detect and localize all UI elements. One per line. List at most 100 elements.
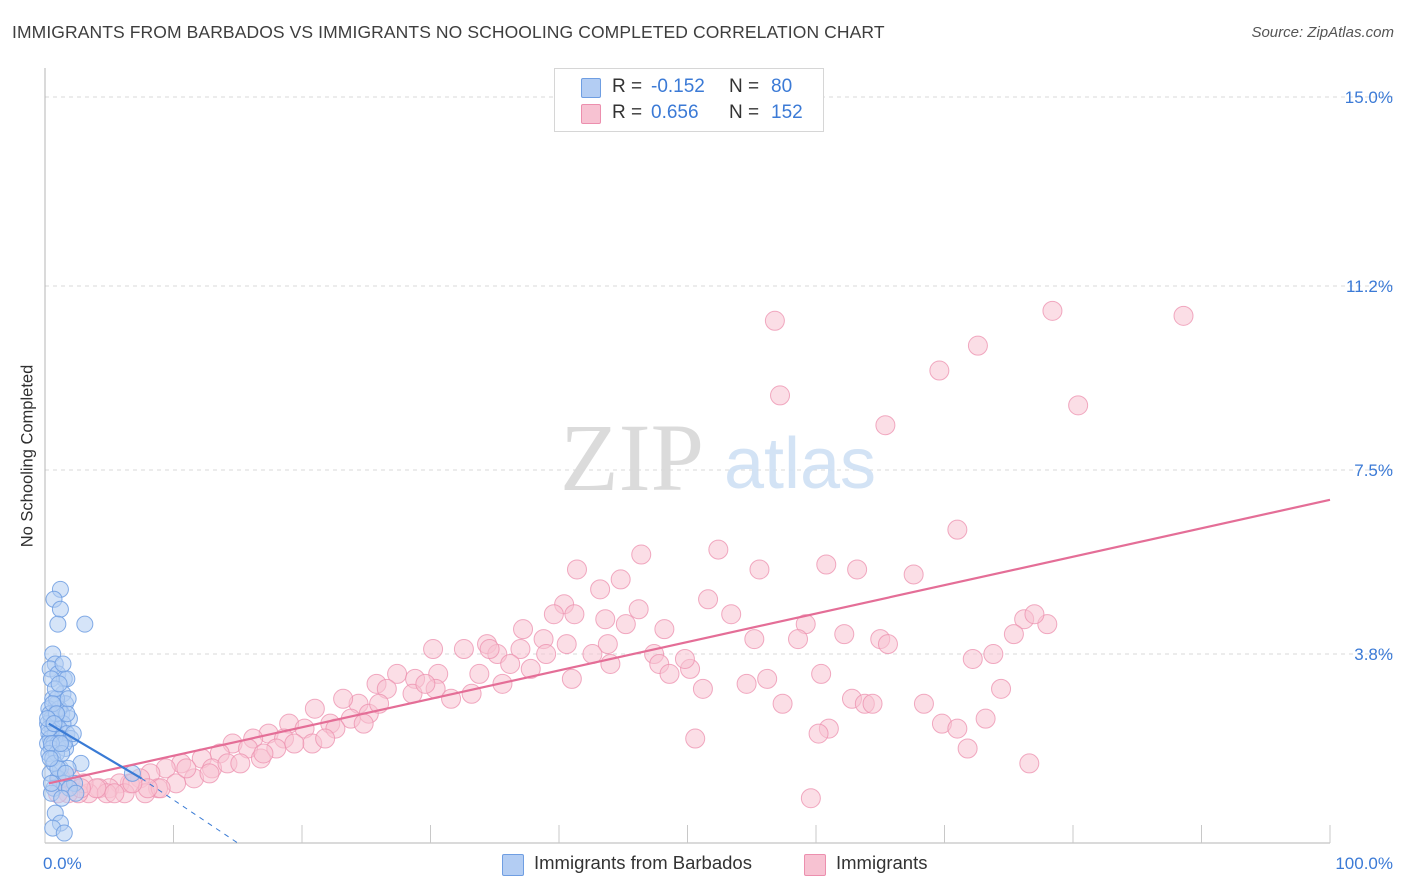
- blue-point: [49, 615, 67, 633]
- x-tick-label-min: 0.0%: [43, 854, 82, 873]
- pink-point: [520, 658, 541, 679]
- pink-trend-line: [48, 498, 1331, 785]
- legend-r-label: R =: [612, 102, 643, 123]
- watermark: ZIP atlas: [560, 404, 876, 511]
- pink-point: [1068, 395, 1089, 416]
- pink-point: [230, 753, 251, 774]
- pink-point: [564, 604, 585, 625]
- x-tick-label-max: 100.0%: [1335, 854, 1393, 873]
- legend-r-label: R =: [612, 76, 643, 97]
- chart-title: IMMIGRANTS FROM BARBADOS VS IMMIGRANTS N…: [12, 22, 885, 42]
- pink-point: [962, 648, 983, 669]
- legend-r-value: 0.656: [651, 102, 699, 123]
- y-tick-label: 15.0%: [1345, 88, 1393, 107]
- legend-swatch-blue: [581, 78, 601, 98]
- pink-point: [479, 639, 500, 660]
- blue-series-points: [39, 580, 141, 842]
- pink-point: [315, 728, 336, 749]
- pink-point: [1003, 624, 1024, 645]
- pink-point: [903, 564, 924, 585]
- legend-n-value: 80: [771, 76, 793, 97]
- grid-lines: [45, 96, 1393, 655]
- blue-point: [59, 690, 77, 708]
- pink-point: [353, 713, 374, 734]
- pink-point: [947, 718, 968, 739]
- pink-point: [543, 604, 564, 625]
- y-tick-label: 3.8%: [1354, 645, 1393, 664]
- pink-series-points: [47, 300, 1194, 809]
- pink-point: [654, 619, 675, 640]
- pink-point: [692, 678, 713, 699]
- pink-point: [698, 589, 719, 610]
- pink-point: [772, 693, 793, 714]
- blue-point: [50, 675, 68, 693]
- pink-point: [877, 634, 898, 655]
- pink-point: [566, 559, 587, 580]
- pink-point: [808, 723, 829, 744]
- pink-point: [461, 683, 482, 704]
- pink-point: [1173, 305, 1194, 326]
- pink-point: [610, 569, 631, 590]
- blue-point: [76, 615, 94, 633]
- pink-point: [862, 693, 883, 714]
- pink-point: [736, 673, 757, 694]
- pink-point: [991, 678, 1012, 699]
- pink-point: [631, 544, 652, 565]
- pink-point: [685, 728, 706, 749]
- legend-n-label: N =: [729, 76, 760, 97]
- pink-point: [513, 619, 534, 640]
- pink-point: [957, 738, 978, 759]
- blue-point: [45, 715, 63, 733]
- pink-point: [304, 698, 325, 719]
- pink-point: [834, 624, 855, 645]
- pink-point: [561, 668, 582, 689]
- pink-point: [176, 758, 197, 779]
- pink-point: [615, 614, 636, 635]
- blue-point: [57, 764, 75, 782]
- pink-point: [708, 539, 729, 560]
- pink-point: [469, 663, 490, 684]
- pink-point: [415, 673, 436, 694]
- blue-point: [53, 789, 71, 807]
- bottom-legend-label-blue: Immigrants from Barbados: [534, 852, 752, 873]
- pink-point: [847, 559, 868, 580]
- pink-point: [913, 693, 934, 714]
- pink-point: [199, 763, 220, 784]
- pink-point: [597, 634, 618, 655]
- pink-point: [333, 688, 354, 709]
- bottom-legend-label-pink: Immigrants: [836, 852, 928, 873]
- pink-point: [744, 629, 765, 650]
- pink-point: [659, 663, 680, 684]
- pink-point: [757, 668, 778, 689]
- blue-point: [51, 600, 69, 618]
- pink-point: [721, 604, 742, 625]
- legend-n-value: 152: [771, 102, 803, 123]
- y-tick-label: 11.2%: [1346, 277, 1393, 296]
- blue-point: [54, 655, 72, 673]
- blue-point: [67, 784, 85, 802]
- legend-r-value: -0.152: [651, 76, 705, 97]
- pink-point: [929, 360, 950, 381]
- legend-swatch-pink: [581, 104, 601, 124]
- pink-point: [764, 310, 785, 331]
- pink-point: [816, 554, 837, 575]
- trend-lines: [48, 498, 1331, 844]
- pink-point: [975, 708, 996, 729]
- pink-point: [1024, 604, 1045, 625]
- blue-point: [51, 735, 69, 753]
- y-tick-label: 7.5%: [1354, 461, 1393, 480]
- legend-n-label: N =: [729, 102, 760, 123]
- pink-point: [104, 783, 125, 804]
- pink-point: [556, 634, 577, 655]
- watermark-atlas: atlas: [724, 424, 876, 504]
- blue-trend-line: [48, 722, 142, 780]
- pink-point: [811, 663, 832, 684]
- correlation-legend: R = -0.152 N = 80 R = 0.656 N = 152: [554, 68, 824, 132]
- watermark-zip: ZIP: [560, 404, 704, 511]
- pink-point: [423, 639, 444, 660]
- pink-point: [800, 788, 821, 809]
- pink-point: [536, 644, 557, 665]
- pink-point: [628, 599, 649, 620]
- pink-point: [983, 644, 1004, 665]
